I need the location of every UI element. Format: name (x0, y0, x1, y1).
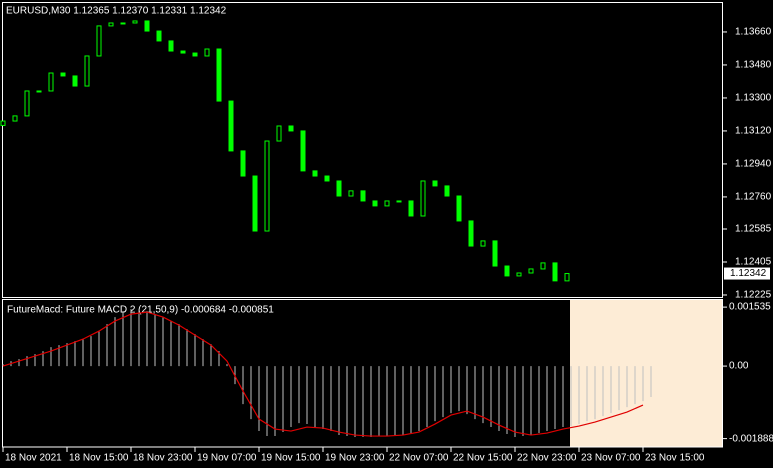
candle (48, 72, 54, 92)
candle (396, 200, 402, 203)
candle (0, 120, 6, 126)
candle (216, 48, 222, 102)
y-tick-label: -0.001888 (729, 433, 773, 444)
candle (420, 180, 426, 217)
candle (516, 272, 522, 277)
candle (324, 175, 330, 182)
candle (120, 22, 126, 25)
candle (204, 48, 210, 57)
x-tick-label: 18 Nov 2021 (5, 453, 62, 464)
price-label-box (724, 267, 770, 280)
macd-panel (2, 299, 723, 448)
candle (312, 170, 318, 177)
candle (300, 130, 306, 172)
x-tick-label: 23 Nov 15:00 (645, 453, 705, 464)
candle (504, 265, 510, 277)
candle (408, 200, 414, 217)
x-tick-label: 18 Nov 23:00 (133, 453, 193, 464)
y-tick-label: 1.12585 (735, 224, 772, 235)
signal-line (2, 311, 644, 437)
candle (552, 262, 558, 282)
candle (96, 25, 102, 57)
y-tick-label: 0.001535 (729, 302, 771, 313)
x-tick-label: 22 Nov 23:00 (517, 453, 577, 464)
candle (540, 262, 546, 270)
candle (156, 30, 162, 42)
forecast-area (570, 300, 723, 447)
candle (264, 140, 270, 232)
candle (228, 100, 234, 152)
candle (12, 115, 18, 122)
candle (444, 185, 450, 197)
candle (108, 22, 114, 27)
candle (168, 40, 174, 52)
y-tick-label: 1.12405 (735, 257, 772, 268)
x-tick-label: 19 Nov 23:00 (325, 453, 385, 464)
candle (432, 180, 438, 187)
y-tick-label: 1.13120 (735, 126, 772, 137)
candle (456, 195, 462, 222)
candle (492, 240, 498, 267)
candle (336, 180, 342, 197)
x-tick-label: 19 Nov 15:00 (261, 453, 321, 464)
y-tick-label: 1.12940 (735, 159, 772, 170)
price-label: 1.12342 (730, 268, 767, 279)
x-tick-label: 18 Nov 15:00 (69, 453, 129, 464)
candle (480, 240, 486, 247)
candle (360, 190, 366, 202)
price-panel (2, 2, 723, 298)
candle (276, 125, 282, 142)
candle (144, 20, 150, 32)
y-tick-label: 1.13660 (735, 27, 772, 38)
candle (72, 75, 78, 87)
y-tick-label: 1.13480 (735, 60, 772, 71)
candle (192, 52, 198, 57)
candle (24, 90, 30, 117)
x-tick-label: 22 Nov 15:00 (453, 453, 513, 464)
candle (348, 190, 354, 197)
candle (132, 20, 138, 24)
candle (180, 50, 186, 54)
candle (240, 150, 246, 177)
candle (564, 273, 570, 282)
candle (384, 200, 390, 207)
x-tick-label: 23 Nov 07:00 (581, 453, 641, 464)
candle (372, 200, 378, 207)
candle (36, 90, 42, 93)
candle (288, 125, 294, 132)
price-title: EURUSD,M30 1.12365 1.12370 1.12331 1.123… (6, 6, 227, 17)
macd-title: FutureMacd: Future MACD 2 (21,50,9) -0.0… (7, 305, 274, 316)
candle (468, 220, 474, 247)
y-tick-label: 1.12225 (735, 290, 772, 301)
y-tick-label: 1.12760 (735, 192, 772, 203)
x-tick-label: 22 Nov 07:00 (389, 453, 449, 464)
candle (252, 175, 258, 232)
candle (60, 72, 66, 77)
candle (84, 55, 90, 87)
y-tick-label: 1.13300 (735, 93, 772, 104)
x-tick-label: 19 Nov 07:00 (197, 453, 257, 464)
candle (528, 268, 534, 274)
y-tick-label: 0.00 (729, 361, 749, 372)
